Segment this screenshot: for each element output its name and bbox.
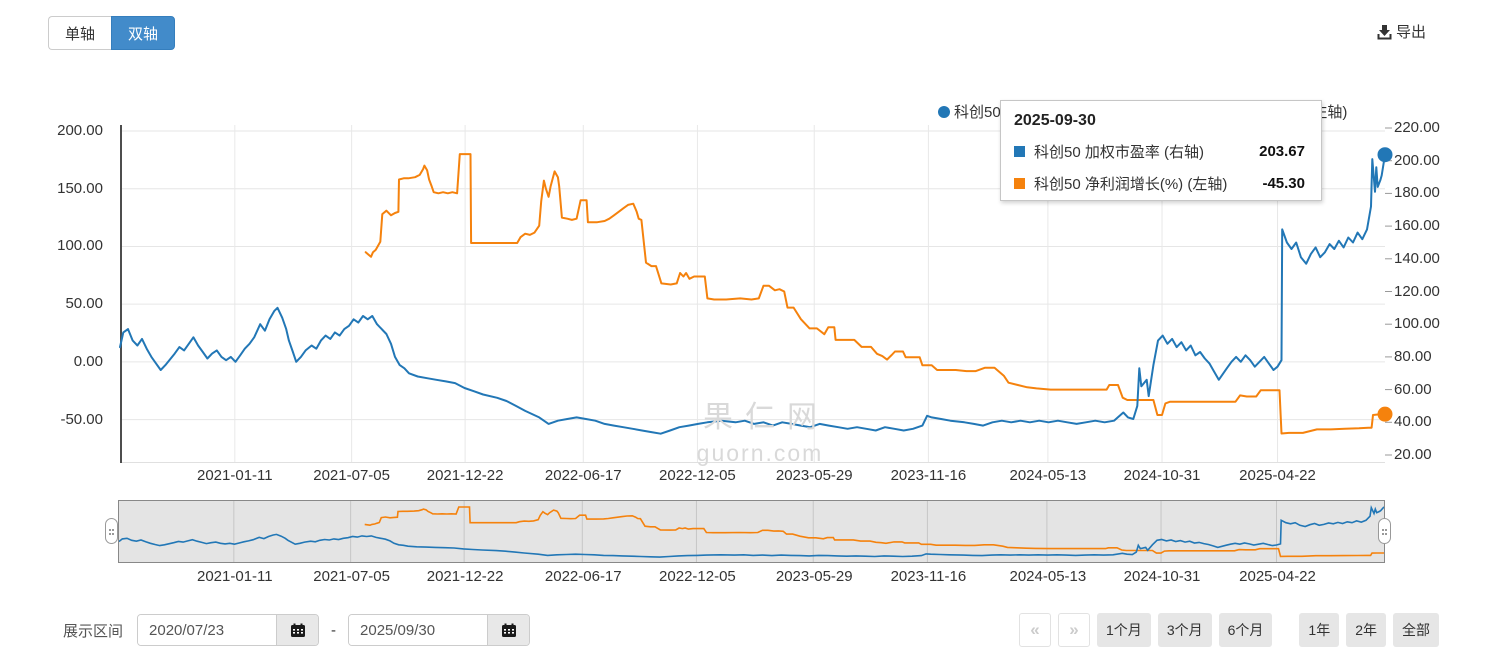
axis-tick-label: 2024-05-13 — [1009, 467, 1087, 484]
axis-tick-label: 150.00 — [57, 179, 103, 197]
navigator-series-0 — [119, 504, 1384, 558]
axis-tick-label: 40.00 — [1394, 413, 1432, 431]
plot-area[interactable] — [119, 125, 1393, 463]
series-line-0[interactable] — [119, 153, 1386, 435]
axis-tick-label: 50.00 — [65, 295, 103, 313]
series-marker-orange — [1014, 178, 1025, 189]
axis-tick-label: 2022-06-17 — [544, 568, 622, 585]
tooltip-date: 2025-09-30 — [1014, 112, 1096, 129]
axis-tick-label: 2024-10-31 — [1123, 568, 1201, 585]
start-date-calendar-button[interactable] — [276, 615, 319, 645]
tooltip-series-value: -45.30 — [1262, 175, 1305, 192]
navigator-handle-left[interactable] — [105, 518, 118, 544]
axis-tick-label: 140.00 — [1394, 249, 1440, 267]
range-6month-button[interactable]: 6个月 — [1218, 613, 1273, 647]
chart-tooltip: 2025-09-30 科创50 加权市盈率 (右轴) 203.67 科创50 净… — [1000, 100, 1322, 201]
axis-tick-label: 100.00 — [1394, 315, 1440, 333]
axis-tick-label: 80.00 — [1394, 347, 1432, 365]
axis-tick-label: 2023-11-16 — [890, 568, 967, 585]
axis-tick-label: 2023-05-29 — [775, 467, 853, 484]
quick-range-buttons: « » 1个月 3个月 6个月 1年 2年 全部 — [1019, 613, 1463, 647]
display-range-label: 展示区间 — [63, 622, 124, 640]
axis-tick-label: 220.00 — [1394, 119, 1440, 136]
end-date-group — [348, 614, 531, 646]
series-end-marker-0 — [1377, 147, 1393, 163]
dual-axis-button[interactable]: 双轴 — [111, 16, 176, 50]
axis-tick-label: 20.00 — [1394, 446, 1432, 463]
end-date-input[interactable] — [349, 615, 488, 645]
export-button[interactable]: 导出 — [1377, 21, 1426, 42]
range-2year-button[interactable]: 2年 — [1346, 613, 1386, 647]
start-date-group — [137, 614, 320, 646]
series-marker-blue — [1014, 146, 1025, 157]
tooltip-row-profit-growth: 科创50 净利润增长(%) (左轴) -45.30 — [1014, 173, 1305, 194]
axis-tick-label: 2022-12-05 — [659, 467, 736, 484]
single-axis-button[interactable]: 单轴 — [48, 16, 112, 50]
page-next-button[interactable]: » — [1058, 613, 1091, 647]
navigator-series-1 — [364, 506, 1384, 558]
axis-tick-label: 2021-07-05 — [313, 568, 390, 585]
navigator[interactable] — [118, 500, 1385, 563]
axis-tick-label: 2025-04-22 — [1239, 568, 1316, 585]
download-icon — [1377, 24, 1392, 39]
axis-tick-label: 2021-12-22 — [426, 568, 504, 585]
axis-tick-label: 2022-06-17 — [544, 467, 622, 484]
axis-tick-label: 120.00 — [1394, 282, 1440, 300]
tooltip-series-value: 203.67 — [1259, 143, 1305, 160]
navigator-handle-right[interactable] — [1378, 518, 1391, 544]
tooltip-series-label: 科创50 加权市盈率 (右轴) — [1034, 144, 1205, 161]
axis-tick-label: 2021-01-11 — [197, 568, 273, 585]
calendar-icon — [501, 623, 516, 637]
range-controls: 展示区间 - — [63, 613, 1463, 647]
axis-tick-label: 200.00 — [57, 122, 103, 139]
range-all-button[interactable]: 全部 — [1393, 613, 1439, 647]
axis-tick-label: 2025-04-22 — [1239, 467, 1316, 484]
axis-tick-label: 2021-12-22 — [426, 467, 504, 484]
axis-mode-toggle: 单轴 双轴 — [48, 16, 176, 50]
axis-tick-label: 0.00 — [73, 352, 103, 370]
range-separator: - — [331, 621, 337, 639]
range-1year-button[interactable]: 1年 — [1299, 613, 1340, 647]
axis-tick-label: 160.00 — [1394, 217, 1440, 235]
page-prev-button[interactable]: « — [1019, 613, 1052, 647]
range-3month-button[interactable]: 3个月 — [1157, 613, 1212, 647]
axis-tick-label: 200.00 — [1394, 151, 1440, 169]
range-1month-button[interactable]: 1个月 — [1097, 613, 1151, 647]
end-date-calendar-button[interactable] — [487, 615, 530, 645]
axis-tick-label: 2021-01-11 — [197, 467, 273, 484]
axis-tick-label: 180.00 — [1394, 184, 1440, 202]
axis-tick-label: -50.00 — [60, 410, 103, 428]
axis-tick-label: 60.00 — [1394, 380, 1432, 398]
tooltip-series-label: 科创50 净利润增长(%) (左轴) — [1034, 176, 1228, 193]
axis-tick-label: 100.00 — [57, 237, 103, 255]
axis-tick-label: 2024-05-13 — [1009, 568, 1087, 585]
tooltip-row-pe: 科创50 加权市盈率 (右轴) 203.67 — [1014, 141, 1305, 162]
calendar-icon — [290, 623, 305, 637]
legend-dot-blue — [938, 105, 950, 118]
axis-tick-label: 2024-10-31 — [1123, 467, 1201, 484]
export-label: 导出 — [1396, 24, 1427, 41]
axis-tick-label: 2023-05-29 — [775, 568, 853, 585]
axis-tick-label: 2023-11-16 — [890, 467, 967, 484]
series-line-1[interactable] — [364, 153, 1386, 435]
series-end-marker-1 — [1377, 406, 1393, 422]
axis-tick-label: 2021-07-05 — [313, 467, 390, 484]
start-date-input[interactable] — [138, 615, 277, 645]
axis-tick-label: 2022-12-05 — [659, 568, 736, 585]
